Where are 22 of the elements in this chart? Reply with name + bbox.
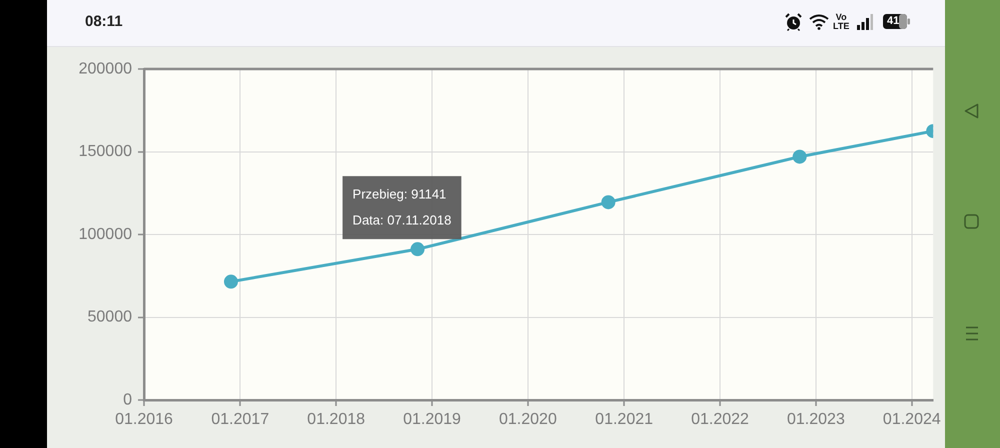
battery-icon: 41 — [883, 14, 910, 29]
y-tick-label: 50000 — [88, 308, 132, 326]
annotation: Przebieg: 91141 Data: 07.11.2018 — [352, 186, 452, 228]
point — [792, 150, 807, 164]
y-tick-label: 0 — [123, 391, 132, 408]
x-tick-label: 01.2024 — [882, 411, 941, 428]
x-tick-label: 01.2017 — [211, 411, 270, 428]
y-tick-label: 100000 — [78, 226, 132, 243]
y-tick-label: 200000 — [78, 60, 132, 78]
x-tick-label: 01.2023 — [787, 411, 845, 428]
text: Vo LTE — [833, 12, 850, 31]
point — [224, 274, 238, 289]
x-tick-label: 01.2020 — [499, 411, 557, 428]
x-tick-label: 01.2022 — [691, 411, 750, 428]
x-tick-label: 01.2016 — [115, 411, 174, 428]
text: 08:11 — [85, 13, 123, 31]
y-tick-label: 150000 — [78, 143, 132, 160]
x-tick-label: 01.2021 — [595, 411, 654, 428]
x-tick-label: 01.2018 — [307, 411, 366, 428]
point — [601, 195, 616, 210]
x-tick-label: 01.2019 — [403, 411, 462, 428]
point — [410, 242, 425, 256]
